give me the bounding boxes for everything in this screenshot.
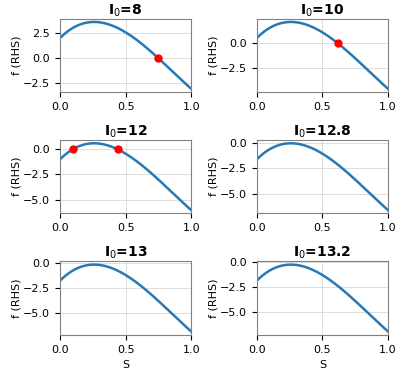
Title: I$_0$=8: I$_0$=8	[108, 2, 143, 19]
Y-axis label: f (RHS): f (RHS)	[12, 36, 22, 75]
Y-axis label: f (RHS): f (RHS)	[208, 157, 218, 196]
Y-axis label: f (RHS): f (RHS)	[208, 36, 218, 75]
Title: I$_0$=13: I$_0$=13	[104, 245, 148, 261]
Y-axis label: f (RHS): f (RHS)	[208, 278, 218, 318]
X-axis label: S: S	[319, 360, 326, 370]
X-axis label: S: S	[122, 360, 129, 370]
Title: I$_0$=10: I$_0$=10	[300, 2, 344, 19]
Title: I$_0$=13.2: I$_0$=13.2	[294, 245, 351, 261]
Title: I$_0$=12.8: I$_0$=12.8	[293, 124, 352, 140]
Title: I$_0$=12: I$_0$=12	[104, 124, 148, 140]
Y-axis label: f (RHS): f (RHS)	[12, 278, 22, 318]
Y-axis label: f (RHS): f (RHS)	[12, 157, 22, 196]
